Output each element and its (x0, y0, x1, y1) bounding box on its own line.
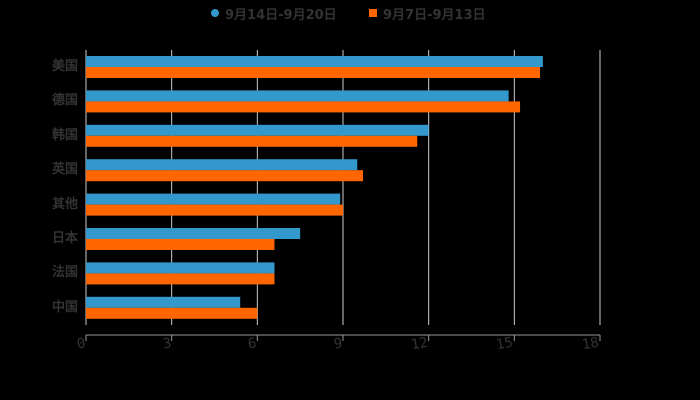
bar[interactable] (86, 228, 301, 239)
legend: 9月14日-9月20日 9月7日-9月13日 (0, 3, 700, 23)
bar[interactable] (86, 90, 509, 102)
bar[interactable] (86, 307, 258, 319)
category-label: 德国 (51, 93, 78, 109)
x-tick-label: 12 (409, 334, 429, 354)
legend-item-series-2[interactable]: 9月7日-9月13日 (369, 3, 486, 23)
category-label: 英国 (51, 162, 78, 178)
legend-label: 9月7日-9月13日 (383, 7, 486, 23)
bar[interactable] (86, 204, 343, 216)
x-tick-label: 15 (495, 334, 515, 354)
bar[interactable] (86, 101, 521, 113)
bar[interactable] (86, 124, 429, 136)
legend-item-series-1[interactable]: 9月14日-9月20日 (211, 3, 337, 23)
legend-square-icon (369, 9, 377, 17)
legend-circle-icon (211, 9, 219, 17)
bar[interactable] (86, 239, 275, 250)
legend-label: 9月14日-9月20日 (225, 7, 337, 23)
category-label: 韩国 (51, 127, 78, 143)
bar[interactable] (86, 135, 418, 147)
bar[interactable] (86, 193, 341, 205)
bar[interactable] (86, 159, 358, 171)
bar[interactable] (86, 170, 363, 182)
bar[interactable] (86, 56, 543, 67)
category-label: 中国 (51, 299, 78, 315)
bar[interactable] (86, 262, 275, 274)
category-label: 其他 (51, 196, 78, 212)
bar[interactable] (86, 273, 275, 285)
category-label: 法国 (51, 265, 78, 281)
category-label: 日本 (51, 231, 78, 246)
category-label: 美国 (51, 59, 78, 74)
bar[interactable] (86, 296, 241, 308)
x-tick-label: 18 (580, 334, 601, 354)
bar[interactable] (86, 67, 541, 78)
